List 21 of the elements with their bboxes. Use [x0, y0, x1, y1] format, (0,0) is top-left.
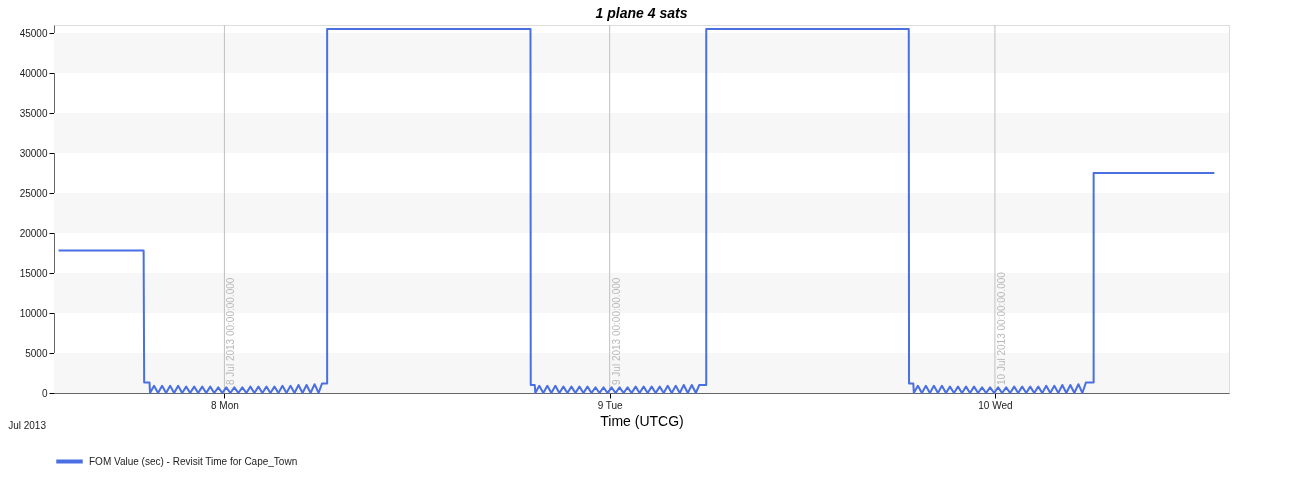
x-axis-title: Time (UTCG) — [600, 412, 684, 429]
ref-line-label: 8 Jul 2013 00:00:00.000 — [225, 277, 237, 385]
legend-label: FOM Value (sec) - Revisit Time for Cape_Town — [89, 455, 298, 467]
ref-line-label: 10 Jul 2013 00:00:00.000 — [995, 271, 1007, 385]
y-tick-label: 20000 — [19, 227, 48, 239]
y-tick-label: 45000 — [19, 27, 48, 39]
text: Jul 2013 — [8, 420, 47, 431]
y-tick-label: 30000 — [19, 147, 48, 159]
y-tick-label: 0 — [41, 387, 48, 399]
y-tick-label: 35000 — [19, 107, 48, 119]
y-tick-label: 15000 — [19, 267, 48, 279]
ref-line-label: 9 Jul 2013 00:00:00.000 — [610, 277, 622, 385]
chart-title: 1 plane 4 sats — [595, 4, 688, 21]
y-tick-label: 10000 — [19, 307, 48, 319]
y-tick-label: 25000 — [19, 187, 48, 199]
x-tick-label: 8 Mon — [211, 399, 239, 411]
y-tick-label: 5000 — [25, 347, 48, 359]
line-series — [57, 28, 1216, 394]
y-tick-label: 40000 — [19, 67, 48, 79]
x-tick-label: 10 Wed — [978, 399, 1013, 411]
x-tick-label: 9 Tue — [597, 399, 624, 411]
